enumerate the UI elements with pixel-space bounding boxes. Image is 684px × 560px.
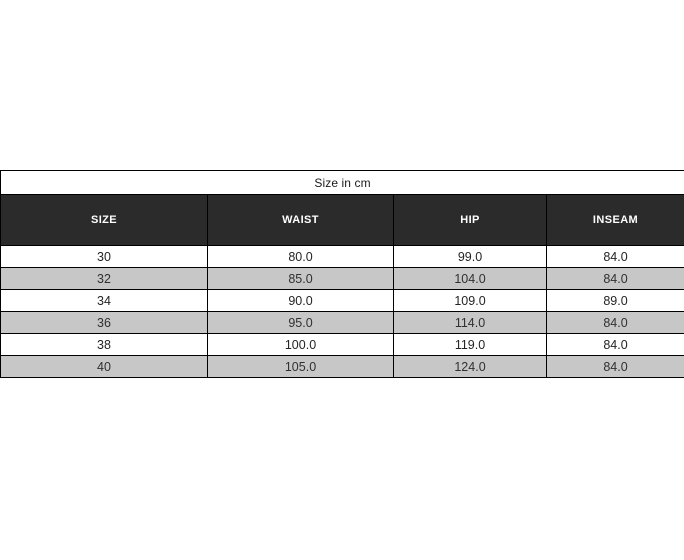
column-header-inseam: INSEAM	[545, 194, 684, 246]
cell-waist: 80.0	[207, 245, 394, 268]
cell-hip: 99.0	[393, 245, 547, 268]
table-row: 32 85.0 104.0 84.0	[0, 267, 684, 290]
cell-inseam: 84.0	[545, 355, 684, 378]
table-row: 34 90.0 109.0 89.0	[0, 289, 684, 312]
cell-hip: 109.0	[393, 289, 547, 312]
cell-size: 40	[0, 355, 208, 378]
cell-size: 30	[0, 245, 208, 268]
cell-waist: 105.0	[207, 355, 394, 378]
cell-size: 38	[0, 333, 208, 356]
cell-inseam: 84.0	[545, 245, 684, 268]
cell-waist: 90.0	[207, 289, 394, 312]
table-row: 38 100.0 119.0 84.0	[0, 333, 684, 356]
column-header-size: SIZE	[0, 194, 208, 246]
cell-hip: 119.0	[393, 333, 547, 356]
size-chart: Size in cm SIZE WAIST HIP INSEAM 30 80.0…	[0, 170, 684, 378]
cell-size: 32	[0, 267, 208, 290]
cell-waist: 85.0	[207, 267, 394, 290]
header-row: SIZE WAIST HIP INSEAM	[0, 194, 684, 246]
cell-hip: 114.0	[393, 311, 547, 334]
cell-hip: 104.0	[393, 267, 547, 290]
table-row: 40 105.0 124.0 84.0	[0, 355, 684, 378]
cell-waist: 100.0	[207, 333, 394, 356]
column-header-hip: HIP	[393, 194, 547, 246]
cell-inseam: 84.0	[545, 311, 684, 334]
cell-size: 34	[0, 289, 208, 312]
cell-inseam: 84.0	[545, 267, 684, 290]
size-chart-table: Size in cm SIZE WAIST HIP INSEAM 30 80.0…	[0, 170, 684, 378]
column-header-waist: WAIST	[207, 194, 394, 246]
cell-inseam: 89.0	[545, 289, 684, 312]
cell-inseam: 84.0	[545, 333, 684, 356]
cell-hip: 124.0	[393, 355, 547, 378]
table-caption: Size in cm	[0, 170, 684, 195]
cell-waist: 95.0	[207, 311, 394, 334]
table-row: 30 80.0 99.0 84.0	[0, 245, 684, 268]
table-row: 36 95.0 114.0 84.0	[0, 311, 684, 334]
cell-size: 36	[0, 311, 208, 334]
caption-row: Size in cm	[0, 170, 684, 195]
